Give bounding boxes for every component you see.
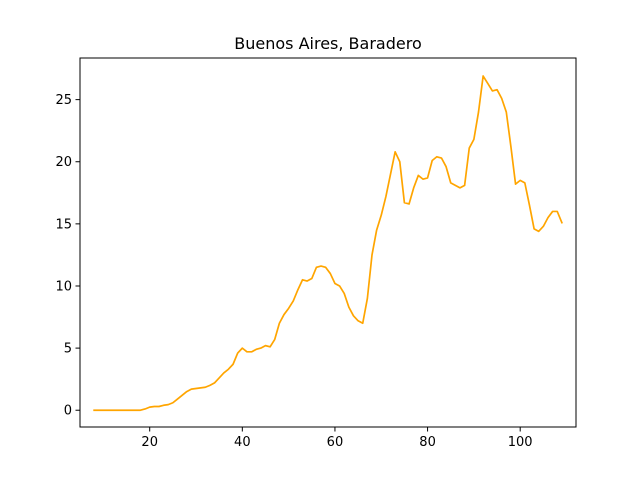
axes: 20 40 60 80 100 0 5 10 15 20 25 — [55, 57, 577, 450]
x-tick-label: 100 — [508, 435, 533, 450]
series-line-1 — [93, 75, 563, 412]
y-tick-label: 15 — [55, 217, 72, 232]
chart-title: Buenos Aires, Baradero — [234, 34, 421, 53]
y-tick-label: 25 — [55, 93, 72, 108]
x-tick-label: 20 — [141, 435, 158, 450]
x-tick-label: 60 — [327, 435, 344, 450]
y-tick-label: 20 — [55, 155, 72, 170]
y-tick-label: 5 — [64, 342, 72, 357]
y-tick-label: 0 — [64, 404, 72, 419]
x-tick-label: 40 — [234, 435, 251, 450]
axes-frame — [79, 57, 577, 428]
x-tick-label: 80 — [419, 435, 436, 450]
y-tick-label: 10 — [55, 279, 72, 294]
plot-area — [93, 75, 563, 412]
